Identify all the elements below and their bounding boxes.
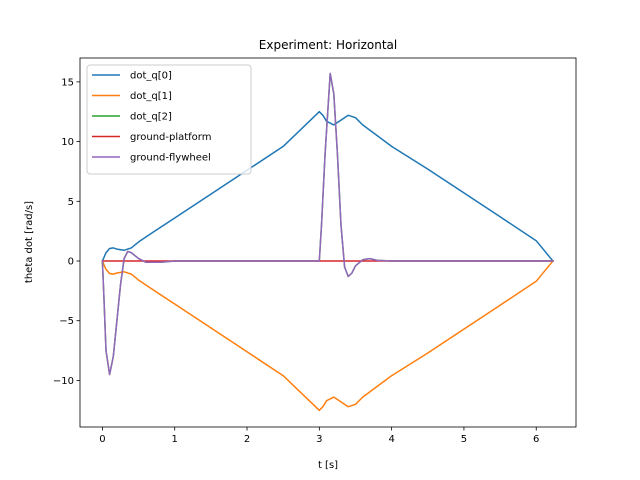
y-tick-label: 5 — [68, 197, 74, 208]
y-axis-label: theta dot [rad/s] — [24, 201, 35, 283]
y-tick-label: −5 — [59, 316, 74, 327]
legend-label-4: ground-flywheel — [130, 153, 211, 164]
x-tick-label: 2 — [244, 434, 250, 445]
x-tick-label: 0 — [99, 434, 105, 445]
x-tick-label: 5 — [461, 434, 467, 445]
legend-items: dot_q[0] dot_q[1] dot_q[2] ground-platform g… — [92, 71, 211, 164]
series-line-4 — [101, 72, 554, 376]
legend-label-0: dot_q[0] — [130, 71, 172, 82]
legend-label-3: ground-platform — [130, 132, 211, 143]
legend-box — [86, 64, 252, 175]
series-line-0 — [101, 110, 554, 263]
plot-area — [101, 72, 554, 412]
y-tick-label: −10 — [53, 376, 74, 387]
y-tick-label: 0 — [68, 257, 74, 268]
legend-label-1: dot_q[1] — [130, 91, 172, 102]
x-tick-label: 3 — [316, 434, 322, 445]
series-line-1 — [101, 259, 554, 412]
x-tick-label: 4 — [388, 434, 394, 445]
x-axis-label: t [s] — [318, 460, 338, 471]
y-tick-label: 15 — [61, 77, 74, 88]
y-axis-ticks: −10 −5 0 5 10 15 — [53, 77, 80, 387]
series-layer — [101, 72, 554, 412]
x-tick-label: 1 — [172, 434, 178, 445]
legend: dot_q[0] dot_q[1] dot_q[2] ground-platform g… — [86, 64, 252, 175]
plot-frame — [79, 57, 577, 428]
x-tick-label: 6 — [533, 434, 539, 445]
x-axis-ticks: 0 1 2 3 4 5 6 — [99, 427, 539, 445]
legend-label-2: dot_q[2] — [130, 112, 172, 123]
y-tick-label: 10 — [61, 137, 74, 148]
chart-title: Experiment: Horizontal — [259, 38, 397, 52]
